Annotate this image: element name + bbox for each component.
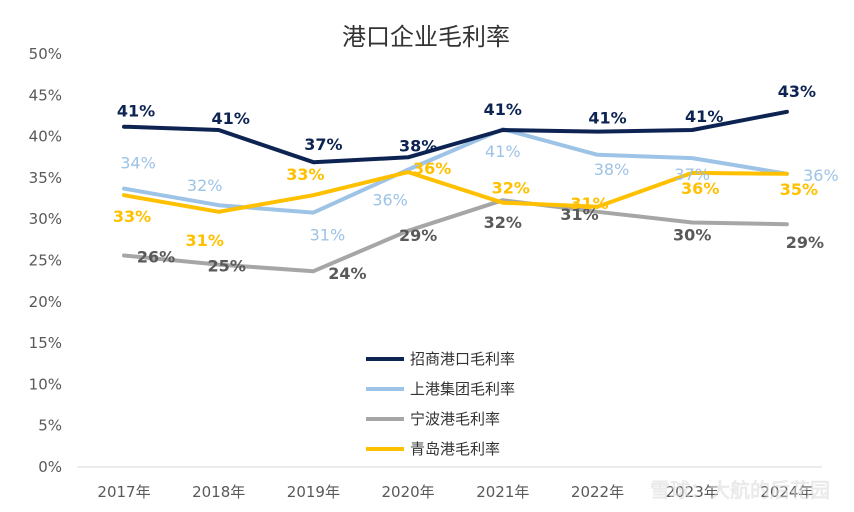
data-label: 38%: [399, 136, 437, 155]
data-label: 37%: [304, 135, 342, 154]
x-tick-label: 2019年: [287, 483, 340, 501]
series-lines: [122, 109, 789, 274]
legend-label: 宁波港毛利率: [410, 410, 500, 428]
x-tick-label: 2022年: [571, 483, 624, 501]
y-tick-label: 10%: [29, 375, 62, 393]
y-tick-label: 30%: [29, 210, 62, 228]
data-label: 41%: [484, 100, 522, 119]
x-tick-label: 2018年: [192, 483, 245, 501]
data-label: 29%: [786, 233, 824, 252]
data-label: 33%: [286, 165, 324, 184]
watermark: 雪球：大航的后花园: [650, 478, 830, 502]
x-axis: 2017年 2018年 2019年 2020年 2021年 2022年 2023年 2024年: [97, 483, 813, 501]
y-tick-label: 15%: [29, 334, 62, 352]
series-line-2: [122, 198, 789, 274]
data-label: 36%: [413, 159, 451, 178]
data-label: 41%: [212, 109, 250, 128]
data-label: 32%: [187, 176, 223, 195]
series-line-0: [122, 109, 789, 165]
data-label: 24%: [328, 264, 366, 283]
series-line-1: [122, 127, 789, 215]
legend-label: 招商港口毛利率: [410, 350, 515, 368]
data-label: 37%: [674, 165, 710, 184]
x-tick-label: 2024年: [760, 483, 813, 501]
data-label: 31%: [560, 205, 598, 224]
data-label: 34%: [120, 154, 156, 173]
data-label: 41%: [685, 107, 723, 126]
y-tick-label: 50%: [29, 45, 62, 63]
data-label: 32%: [484, 213, 522, 232]
data-label: 35%: [780, 180, 818, 199]
data-label: 31%: [310, 226, 346, 245]
data-label: 41%: [588, 109, 626, 128]
y-tick-label: 40%: [29, 128, 62, 146]
data-label: 26%: [137, 248, 175, 267]
chart-title: 港口企业毛利率: [342, 23, 510, 51]
y-tick-label: 45%: [29, 86, 62, 104]
data-label: 25%: [208, 257, 246, 276]
legend-label: 青岛港毛利率: [410, 440, 500, 458]
y-axis: 0% 5% 10% 15% 20% 25% 30% 35% 40% 45% 50%: [29, 45, 62, 476]
data-label: 41%: [117, 102, 155, 121]
data-labels: 26% 25% 24% 29% 32% 31% 30% 29% 34% 32% 31% 36% 41% 3…: [113, 82, 839, 283]
y-tick-label: 0%: [38, 458, 62, 476]
x-tick-label: 2017年: [97, 483, 150, 501]
x-tick-label: 2021年: [476, 483, 529, 501]
data-label: 32%: [492, 179, 530, 198]
data-label: 33%: [113, 207, 151, 226]
data-label: 29%: [399, 226, 437, 245]
x-tick-label: 2020年: [382, 483, 435, 501]
data-label: 38%: [594, 160, 630, 179]
data-label: 36%: [803, 166, 839, 185]
y-tick-label: 25%: [29, 252, 62, 270]
data-label: 36%: [372, 191, 408, 210]
y-tick-label: 35%: [29, 169, 62, 187]
data-label: 36%: [681, 179, 719, 198]
legend-label: 上港集团毛利率: [410, 380, 515, 398]
data-label: 31%: [186, 231, 224, 250]
y-tick-label: 20%: [29, 293, 62, 311]
data-label: 43%: [778, 82, 816, 101]
y-tick-label: 5%: [38, 417, 62, 435]
data-label: 30%: [673, 226, 711, 245]
series-line-3: [122, 170, 789, 214]
x-tick-label: 2023年: [666, 483, 719, 501]
data-label: 41%: [485, 142, 521, 161]
data-label: 31%: [570, 194, 608, 213]
